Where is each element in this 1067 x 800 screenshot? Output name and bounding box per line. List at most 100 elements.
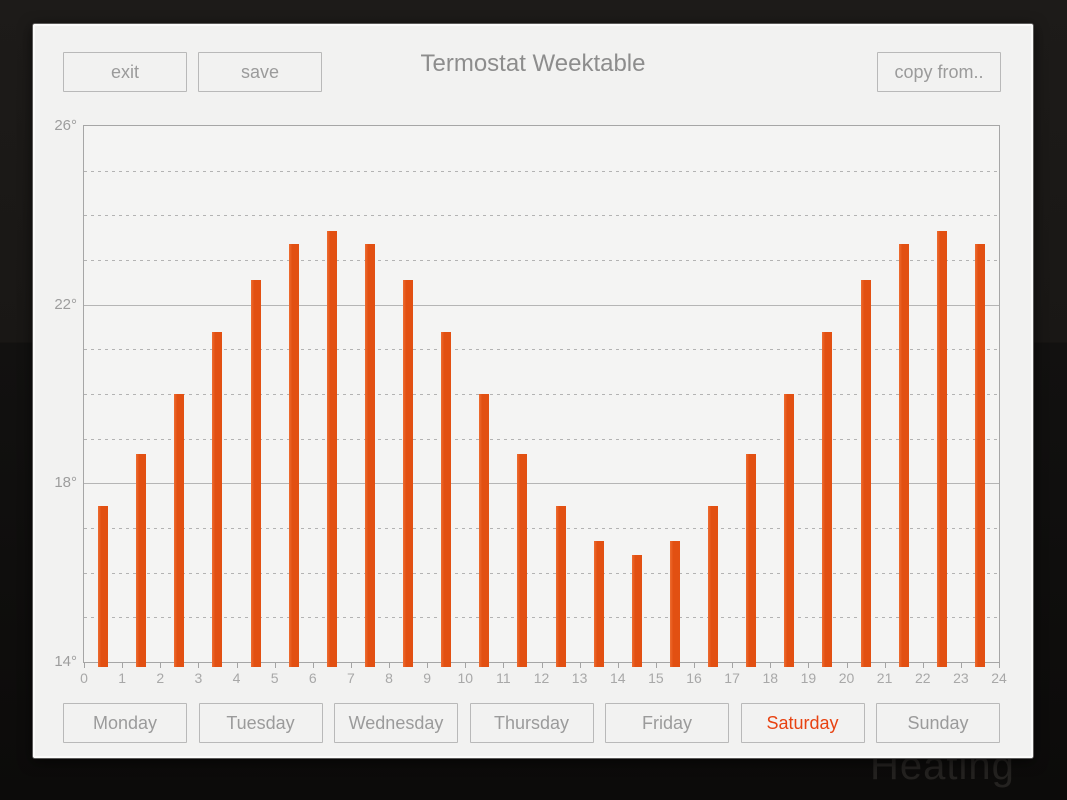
- x-axis-label: 22: [915, 670, 931, 686]
- x-axis-label: 2: [156, 670, 165, 686]
- y-axis-label: 22°: [54, 296, 77, 313]
- temperature-bar[interactable]: [631, 554, 642, 667]
- x-axis-label: 1: [118, 670, 126, 686]
- x-axis-tick: [160, 663, 162, 668]
- x-axis-tick: [84, 663, 85, 668]
- day-tabs: Monday Tuesday Wednesday Thursday Friday Satu…: [63, 703, 1000, 743]
- x-axis-label: 11: [496, 670, 511, 686]
- x-axis-label: 12: [533, 670, 550, 686]
- page-title: Termostat Weektable: [420, 50, 646, 77]
- temperature-bar[interactable]: [326, 231, 337, 667]
- temperature-bar[interactable]: [212, 331, 223, 667]
- x-axis-tick: [732, 663, 734, 668]
- x-axis-tick: [960, 663, 962, 668]
- temperature-bar[interactable]: [479, 394, 490, 667]
- temperature-bar[interactable]: [936, 231, 947, 667]
- x-axis-label: 8: [385, 670, 393, 686]
- y-axis-label: 14°: [54, 653, 77, 670]
- temperature-bar[interactable]: [784, 394, 795, 667]
- x-axis-label: 19: [800, 670, 817, 686]
- temperature-bar[interactable]: [669, 541, 680, 667]
- x-axis-label: 6: [308, 670, 317, 686]
- x-axis-tick: [617, 663, 619, 668]
- temperature-bar[interactable]: [555, 505, 566, 667]
- exit-button[interactable]: exit: [63, 52, 187, 92]
- x-axis-tick: [808, 663, 810, 668]
- gridline-25deg: [84, 171, 999, 172]
- x-axis-label: 0: [80, 670, 88, 686]
- temperature-bar[interactable]: [517, 454, 528, 667]
- gridline-15deg: [84, 617, 999, 618]
- day-tab-tuesday[interactable]: Tuesday: [198, 703, 323, 743]
- x-axis-tick: [770, 663, 772, 668]
- x-axis-label: 3: [194, 670, 203, 686]
- x-axis-label: 16: [686, 670, 702, 686]
- x-axis-label: 23: [953, 670, 969, 686]
- temperature-bar[interactable]: [746, 454, 757, 667]
- x-axis-tick: [312, 663, 314, 668]
- temperature-bar[interactable]: [441, 331, 452, 667]
- day-tab-saturday[interactable]: Saturday: [740, 703, 865, 743]
- x-axis-label: 18: [762, 670, 779, 686]
- thermostat-weektable-window: exit save Termostat Weektable copy from.…: [33, 24, 1033, 758]
- temperature-bar[interactable]: [174, 394, 185, 667]
- temperature-bar[interactable]: [593, 541, 604, 667]
- temperature-bar[interactable]: [250, 280, 261, 667]
- x-axis-label: 14: [610, 670, 626, 686]
- x-axis-label: 9: [423, 670, 431, 686]
- x-axis-label: 15: [648, 670, 664, 686]
- gridline-16deg: [84, 573, 999, 574]
- gridline-19deg: [84, 439, 999, 440]
- y-axis-label: 26°: [54, 117, 77, 134]
- x-axis-tick: [999, 663, 1000, 668]
- gridline-17deg: [84, 528, 999, 529]
- x-axis-tick: [198, 663, 200, 668]
- gridline-24deg: [84, 215, 999, 216]
- x-axis-tick: [389, 663, 390, 668]
- x-axis-tick: [694, 663, 695, 668]
- x-axis-tick: [655, 663, 657, 668]
- temperature-bar[interactable]: [974, 244, 985, 667]
- temperature-bar[interactable]: [708, 505, 719, 667]
- temperature-bar[interactable]: [136, 454, 147, 667]
- x-axis-label: 4: [232, 670, 241, 686]
- gridline-23deg: [84, 260, 999, 261]
- day-tab-wednesday[interactable]: Wednesday: [334, 703, 458, 743]
- gridline-20deg: [84, 394, 999, 395]
- x-axis-tick: [503, 663, 505, 668]
- x-axis-label: 7: [346, 670, 355, 686]
- day-tab-thursday[interactable]: Thursday: [469, 703, 594, 743]
- day-tab-monday[interactable]: Monday: [63, 703, 187, 743]
- temperature-bar[interactable]: [403, 280, 414, 667]
- x-axis-tick: [427, 663, 429, 668]
- save-button[interactable]: save: [198, 52, 322, 92]
- day-tab-friday[interactable]: Friday: [605, 703, 729, 743]
- gridline-18deg: [84, 483, 999, 484]
- x-axis-tick: [541, 663, 543, 668]
- x-axis-tick: [579, 663, 581, 668]
- x-axis-tick: [236, 663, 238, 668]
- x-axis-tick: [350, 663, 352, 668]
- y-axis-label: 18°: [54, 474, 77, 491]
- temperature-bar[interactable]: [822, 331, 833, 667]
- x-axis-tick: [122, 663, 124, 668]
- temperature-bar[interactable]: [98, 505, 109, 667]
- gridline-21deg: [84, 349, 999, 350]
- temperature-bar[interactable]: [860, 280, 871, 667]
- temperature-bar[interactable]: [364, 244, 375, 667]
- x-axis-label: 24: [991, 670, 1007, 686]
- copy-from-button[interactable]: copy from..: [877, 52, 1001, 92]
- temperature-bar[interactable]: [288, 244, 299, 667]
- x-axis-label: 10: [457, 670, 474, 686]
- plot-area: [83, 125, 1000, 667]
- gridline-22deg: [84, 305, 999, 306]
- x-axis-label: 20: [838, 670, 855, 686]
- x-axis-tick: [922, 663, 924, 668]
- x-axis-label: 17: [724, 670, 740, 686]
- x-axis-tick: [884, 663, 886, 668]
- x-axis-tick: [465, 663, 467, 668]
- x-axis-tick: [846, 663, 848, 668]
- temperature-bar[interactable]: [898, 244, 909, 667]
- x-axis-label: 21: [876, 670, 893, 686]
- day-tab-sunday[interactable]: Sunday: [876, 703, 1000, 743]
